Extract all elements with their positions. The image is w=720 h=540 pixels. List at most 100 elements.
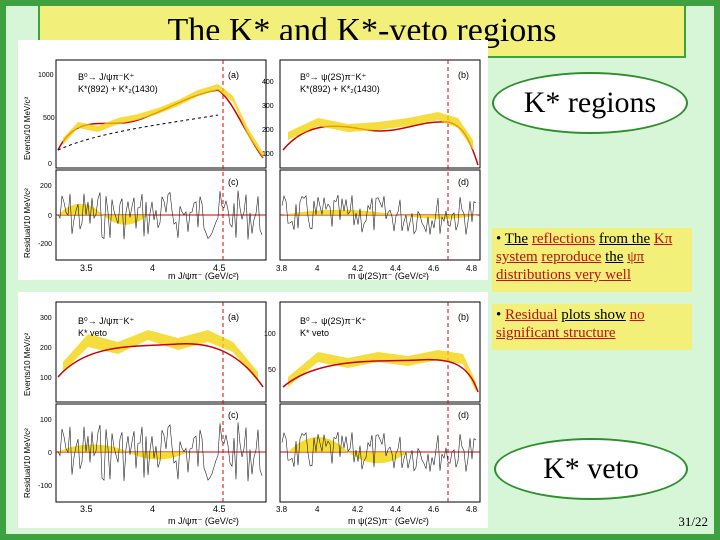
bullet1-marker: •	[496, 231, 502, 247]
top-b-label2: K*(892) + K*₂(1430)	[300, 84, 380, 94]
top-d-band	[283, 209, 478, 219]
top-right-xtick-2: 4.2	[352, 264, 364, 273]
bottom-right-xtick-4: 4.6	[428, 505, 440, 514]
bullet2-w3: no	[629, 307, 645, 323]
bottom-figure-svg: B⁰→ J/ψπ⁻K⁺ K* veto (a) B⁰→ ψ(2S)π⁻K⁺ K*…	[23, 301, 481, 526]
top-right-ytick-1: 300	[262, 103, 274, 110]
bottom-residual-noise	[57, 422, 477, 482]
bottom-right-xtick-5: 4.8	[466, 505, 478, 514]
residual-trace	[281, 194, 477, 235]
bottom-left-xlabel: m J/ψπ⁻ (GeV/c²)	[168, 516, 239, 526]
bullet1-w1: The	[504, 231, 529, 247]
top-left-xtick-2: 4.5	[213, 263, 226, 273]
bottom-d-band	[288, 437, 408, 464]
top-resid-ytick-0: 200	[40, 183, 52, 190]
bottom-a-frame	[55, 301, 267, 403]
top-b-label1: B⁰→ ψ(2S)π⁻K⁺	[300, 72, 366, 82]
top-b-tag: (b)	[458, 70, 469, 80]
top-right-xtick-0: 3.8	[276, 264, 288, 273]
bottom-right-xlabel: m ψ(2S)π⁻ (GeV/c²)	[348, 516, 429, 526]
bottom-a-label2: K* veto	[78, 328, 107, 338]
top-residual-noise	[57, 190, 477, 240]
top-a-label2: K*(892) + K*₂(1430)	[78, 84, 158, 94]
bottom-left-ytick-1: 200	[40, 345, 52, 352]
top-right-xtick-3: 4.4	[390, 264, 402, 273]
top-ylabel-events: Events/10 MeV/c²	[23, 97, 32, 160]
bottom-d-tag: (d)	[458, 410, 469, 420]
top-left-xtick-1: 4	[150, 263, 155, 273]
bullet1-w3: from the	[598, 231, 651, 247]
bottom-resid-ytick-2: -100	[38, 483, 52, 490]
k-star-veto-label: K* veto	[543, 452, 639, 485]
residual-trace	[281, 431, 477, 472]
bottom-ylabel-resid: Residual/10 MeV/c²	[23, 428, 32, 498]
top-a-frame	[55, 59, 267, 169]
bullet1-w6: the	[605, 249, 624, 265]
top-left-ytick-0: 1000	[38, 72, 54, 79]
bottom-b-tag: (b)	[458, 312, 469, 322]
bullet1-w7: ψπ distributions very well	[496, 249, 645, 283]
top-right-ytick-2: 200	[262, 127, 274, 134]
top-left-xtick-0: 3.5	[80, 263, 93, 273]
bottom-d-frame	[279, 403, 481, 503]
top-b-frame	[279, 59, 481, 169]
top-resid-ytick-2: -200	[38, 241, 52, 248]
top-c-tag: (c)	[228, 177, 239, 187]
bullet1-w4: Kπ system	[496, 231, 673, 265]
bullet-box-2: • Residual plots show no significant str…	[492, 304, 692, 350]
bottom-b-fit-curve	[282, 358, 479, 393]
residual-trace	[57, 422, 263, 482]
top-left-ytick-2: 0	[48, 161, 52, 168]
top-figure-panel: B⁰→ J/ψπ⁻K⁺ K*(892) + K*₂(1430) (a) B⁰→ …	[18, 40, 488, 281]
top-right-ytick-0: 400	[262, 79, 274, 86]
bottom-left-ytick-2: 100	[40, 375, 52, 382]
bottom-left-ytick-0: 300	[40, 315, 52, 322]
bottom-left-xtick-0: 3.5	[80, 504, 93, 514]
bottom-ylabel-events: Events/10 MeV/c²	[23, 333, 32, 396]
bullet1-w5: reproduce	[541, 249, 602, 265]
bullet2-marker: •	[496, 307, 502, 323]
bottom-c-tag: (c)	[228, 410, 239, 420]
top-left-xlabel: m J/ψπ⁻ (GeV/c²)	[168, 271, 239, 280]
bottom-b-frame	[279, 301, 481, 403]
bottom-b-label1: B⁰→ ψ(2S)π⁻K⁺	[300, 316, 366, 326]
top-a-label1: B⁰→ J/ψπ⁻K⁺	[78, 72, 134, 82]
residual-trace	[57, 190, 263, 240]
top-a-tag: (a)	[228, 70, 239, 80]
bullet2-w4: significant structure	[496, 325, 616, 341]
bottom-left-xtick-2: 4.5	[213, 504, 226, 514]
bottom-b-label2: K* veto	[300, 328, 329, 338]
bottom-right-ytick-1: 50	[268, 367, 276, 374]
bottom-b-band	[288, 350, 476, 392]
top-right-xtick-4: 4.6	[428, 264, 440, 273]
bottom-figure-panel: B⁰→ J/ψπ⁻K⁺ K* veto (a) B⁰→ ψ(2S)π⁻K⁺ K*…	[18, 292, 488, 528]
top-right-ytick-3: 100	[262, 151, 274, 158]
bullet1-w2: reflections	[531, 231, 596, 247]
bottom-a-tag: (a)	[228, 312, 239, 322]
k-star-regions-label: K* regions	[523, 86, 657, 119]
k-star-regions-oval: K* regions	[492, 72, 688, 134]
bottom-right-xtick-2: 4.2	[352, 505, 364, 514]
top-b-band	[288, 112, 473, 150]
top-a-band	[63, 84, 263, 158]
bottom-right-xtick-3: 4.4	[390, 505, 402, 514]
bottom-right-xtick-1: 4	[315, 505, 320, 514]
bottom-c-frame	[55, 403, 267, 503]
page-number: 31/22	[678, 514, 708, 529]
top-right-xtick-5: 4.8	[466, 264, 478, 273]
bottom-a-band	[63, 330, 258, 382]
top-right-xtick-1: 4	[315, 264, 320, 273]
bottom-left-xtick-1: 4	[150, 504, 155, 514]
bottom-a-label1: B⁰→ J/ψπ⁻K⁺	[78, 316, 134, 326]
bottom-right-ytick-0: 100	[264, 331, 276, 338]
k-star-veto-oval: K* veto	[494, 438, 688, 500]
bullet-box-1: • The reflections from the Kπ system rep…	[492, 228, 692, 292]
bottom-resid-ytick-1: 0	[48, 450, 52, 457]
bottom-right-xtick-0: 3.8	[276, 505, 288, 514]
top-left-ytick-1: 500	[43, 115, 55, 122]
top-right-xlabel: m ψ(2S)π⁻ (GeV/c²)	[348, 271, 429, 280]
top-figure-svg: B⁰→ J/ψπ⁻K⁺ K*(892) + K*₂(1430) (a) B⁰→ …	[23, 59, 481, 281]
top-resid-ytick-1: 0	[48, 213, 52, 220]
top-ylabel-resid: Residual/10 MeV/c²	[23, 188, 32, 258]
